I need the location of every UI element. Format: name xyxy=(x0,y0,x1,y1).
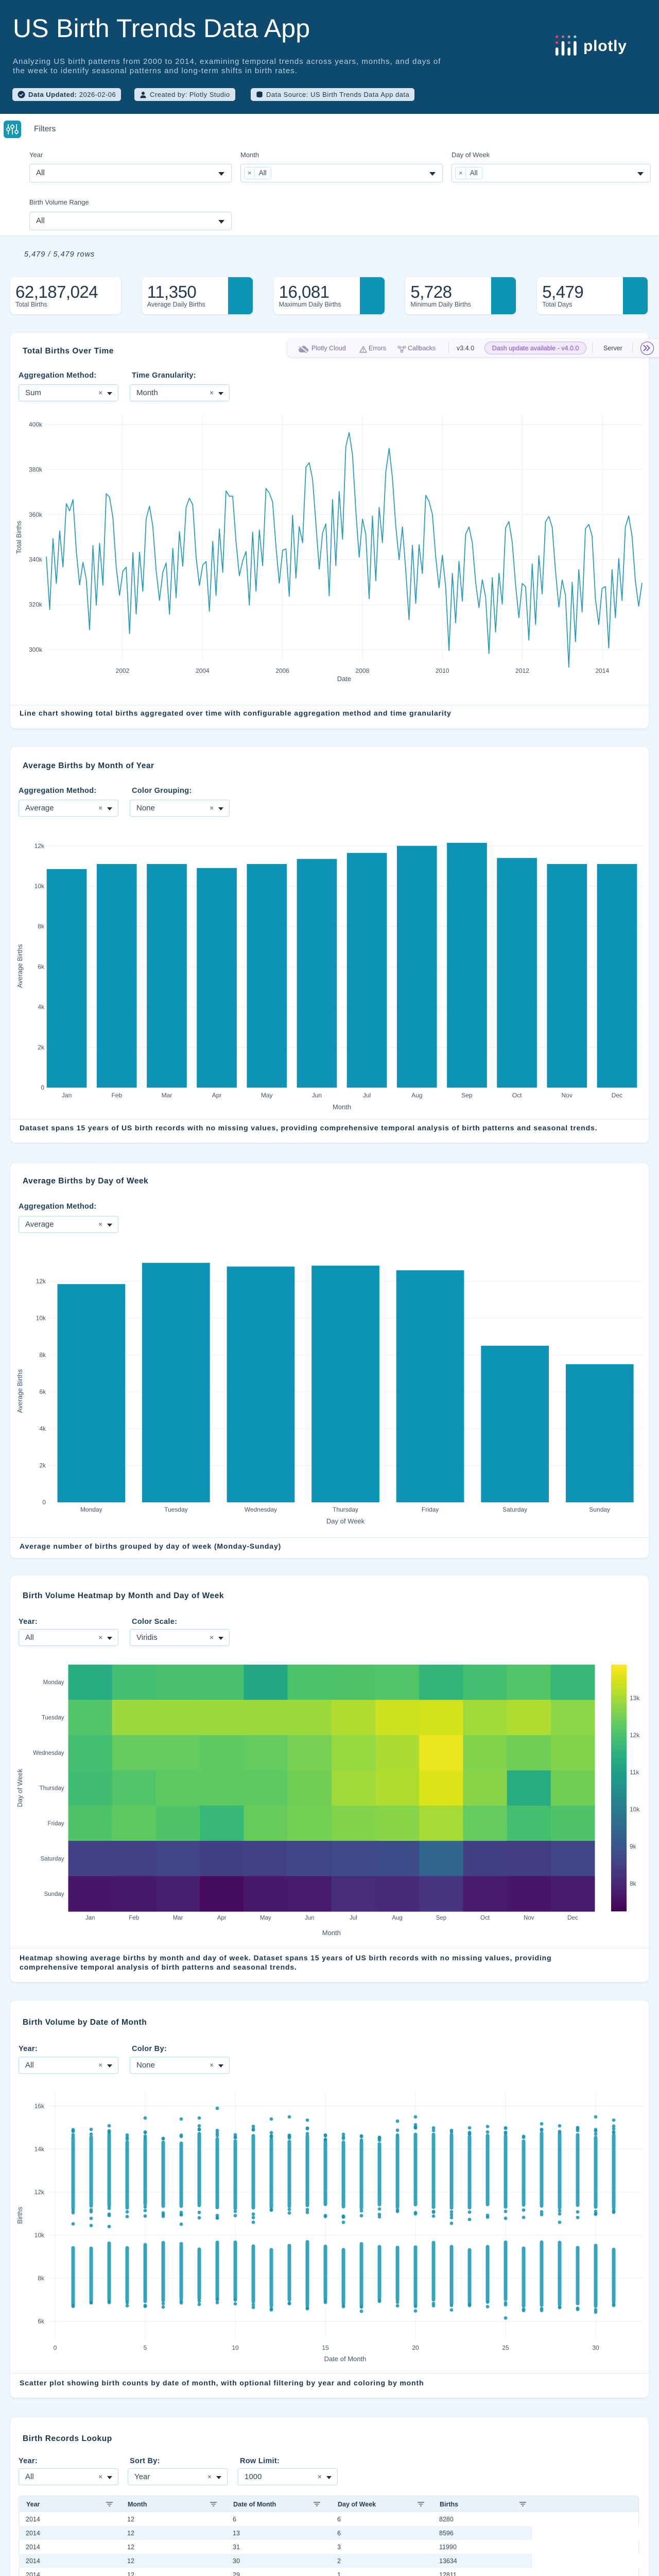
svg-text:Nov: Nov xyxy=(524,1915,534,1921)
svg-text:Jun: Jun xyxy=(305,1915,315,1921)
svg-text:Average Births: Average Births xyxy=(16,944,24,988)
svg-text:Mar: Mar xyxy=(162,1092,172,1099)
svg-text:16k: 16k xyxy=(34,2103,45,2110)
svg-text:360k: 360k xyxy=(29,511,43,518)
svg-text:Saturday: Saturday xyxy=(40,1856,64,1862)
svg-text:13k: 13k xyxy=(630,1694,640,1702)
svg-text:Thursday: Thursday xyxy=(333,1506,358,1513)
svg-text:Friday: Friday xyxy=(48,1821,64,1827)
svg-text:8k: 8k xyxy=(38,923,45,930)
svg-text:Dec: Dec xyxy=(567,1915,578,1921)
svg-text:Monday: Monday xyxy=(80,1506,102,1513)
svg-text:12k: 12k xyxy=(36,1278,46,1285)
svg-text:Jun: Jun xyxy=(312,1092,322,1099)
svg-text:2004: 2004 xyxy=(196,667,210,674)
svg-text:Dec: Dec xyxy=(612,1092,622,1099)
svg-text:May: May xyxy=(260,1915,271,1921)
svg-text:300k: 300k xyxy=(29,646,43,653)
svg-text:0: 0 xyxy=(41,1084,44,1091)
svg-text:12k: 12k xyxy=(34,842,45,850)
svg-text:2006: 2006 xyxy=(275,667,289,674)
svg-text:Feb: Feb xyxy=(111,1092,122,1099)
svg-text:May: May xyxy=(261,1092,273,1099)
svg-text:6k: 6k xyxy=(39,1388,46,1396)
svg-text:Feb: Feb xyxy=(129,1915,139,1921)
svg-text:Oct: Oct xyxy=(512,1092,522,1099)
svg-text:Month: Month xyxy=(333,1103,351,1111)
svg-text:6k: 6k xyxy=(38,2318,45,2325)
svg-text:Aug: Aug xyxy=(411,1092,422,1099)
svg-text:6k: 6k xyxy=(38,963,45,970)
svg-text:Births: Births xyxy=(16,2207,24,2224)
svg-text:Sunday: Sunday xyxy=(589,1506,610,1513)
svg-text:Tuesday: Tuesday xyxy=(42,1715,64,1721)
svg-text:Date of Month: Date of Month xyxy=(324,2355,367,2363)
svg-text:Apr: Apr xyxy=(212,1092,222,1099)
svg-text:25: 25 xyxy=(502,2344,509,2351)
svg-text:Oct: Oct xyxy=(480,1915,490,1921)
svg-text:Day of Week: Day of Week xyxy=(16,1769,24,1807)
svg-text:Average Births: Average Births xyxy=(16,1369,24,1413)
svg-text:4k: 4k xyxy=(38,1004,45,1011)
svg-text:10k: 10k xyxy=(630,1806,640,1813)
svg-text:Jul: Jul xyxy=(350,1915,357,1921)
svg-text:Aug: Aug xyxy=(392,1915,402,1921)
svg-text:400k: 400k xyxy=(29,421,43,428)
svg-text:2002: 2002 xyxy=(116,667,130,674)
svg-text:Nov: Nov xyxy=(562,1092,573,1099)
svg-text:9k: 9k xyxy=(630,1843,637,1850)
svg-text:Day of Week: Day of Week xyxy=(326,1517,365,1525)
svg-text:2k: 2k xyxy=(38,1044,45,1051)
svg-text:8k: 8k xyxy=(38,2275,45,2282)
svg-text:5: 5 xyxy=(144,2344,147,2351)
svg-text:12k: 12k xyxy=(34,2189,45,2196)
svg-text:340k: 340k xyxy=(29,556,43,563)
svg-text:8k: 8k xyxy=(39,1351,46,1359)
svg-text:30: 30 xyxy=(592,2344,599,2351)
svg-text:2008: 2008 xyxy=(356,667,370,674)
svg-text:Friday: Friday xyxy=(422,1506,439,1513)
svg-text:Jul: Jul xyxy=(363,1092,371,1099)
svg-text:Sep: Sep xyxy=(461,1092,473,1099)
svg-text:Jan: Jan xyxy=(85,1915,95,1921)
svg-text:10k: 10k xyxy=(36,1315,46,1322)
svg-text:10k: 10k xyxy=(34,2232,45,2239)
svg-text:Jan: Jan xyxy=(62,1092,72,1099)
svg-text:0: 0 xyxy=(42,1499,46,1506)
svg-text:Wednesday: Wednesday xyxy=(33,1750,64,1756)
svg-text:Date: Date xyxy=(337,675,351,683)
svg-text:2012: 2012 xyxy=(515,667,529,674)
svg-text:14k: 14k xyxy=(34,2146,45,2153)
svg-text:320k: 320k xyxy=(29,601,43,608)
svg-text:8k: 8k xyxy=(630,1880,637,1887)
svg-text:4k: 4k xyxy=(39,1425,46,1432)
svg-text:10k: 10k xyxy=(34,883,45,890)
svg-text:20: 20 xyxy=(412,2344,419,2351)
svg-text:12k: 12k xyxy=(630,1732,640,1739)
svg-text:0: 0 xyxy=(54,2344,57,2351)
svg-text:Apr: Apr xyxy=(217,1915,227,1921)
svg-text:Tuesday: Tuesday xyxy=(164,1506,188,1513)
svg-text:Wednesday: Wednesday xyxy=(245,1506,277,1513)
svg-text:Mar: Mar xyxy=(173,1915,183,1921)
svg-text:Total Births: Total Births xyxy=(15,520,23,554)
svg-text:Monday: Monday xyxy=(43,1680,64,1686)
svg-text:2010: 2010 xyxy=(436,667,449,674)
svg-text:Sunday: Sunday xyxy=(44,1891,64,1897)
svg-text:11k: 11k xyxy=(630,1769,639,1776)
svg-text:Month: Month xyxy=(322,1929,341,1937)
svg-text:plotly: plotly xyxy=(583,38,627,55)
svg-text:10: 10 xyxy=(232,2344,239,2351)
svg-text:Thursday: Thursday xyxy=(40,1786,64,1792)
svg-text:2014: 2014 xyxy=(595,667,609,674)
svg-text:2k: 2k xyxy=(39,1462,46,1469)
svg-text:Sep: Sep xyxy=(436,1915,446,1921)
svg-text:380k: 380k xyxy=(29,466,43,473)
svg-text:15: 15 xyxy=(322,2344,329,2351)
svg-text:Saturday: Saturday xyxy=(502,1506,527,1513)
